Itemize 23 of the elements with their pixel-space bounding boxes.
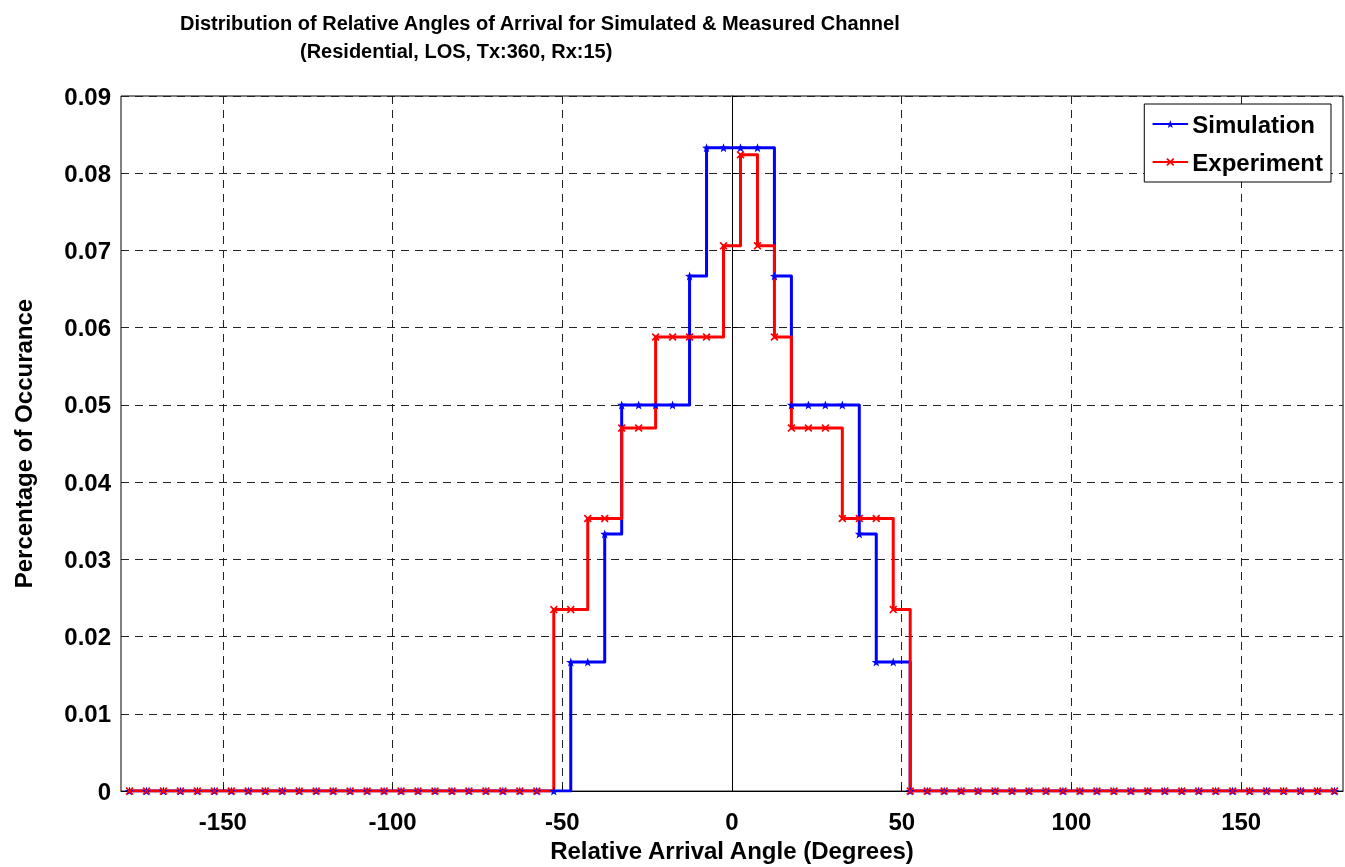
x-tick-label: 50 xyxy=(888,807,916,835)
x-tick-label: 0 xyxy=(725,807,739,835)
legend-label: Simulation xyxy=(1192,110,1315,138)
legend-label: Experiment xyxy=(1192,148,1324,176)
y-tick-label: 0.03 xyxy=(64,545,111,573)
y-tick-label: 0.04 xyxy=(64,468,112,496)
x-tick-label: -100 xyxy=(368,807,417,835)
x-tick-label: -150 xyxy=(198,807,247,835)
chart-subtitle: (Residential, LOS, Tx:360, Rx:15) xyxy=(300,40,613,62)
x-tick-label: 150 xyxy=(1221,807,1262,835)
y-tick-label: 0.07 xyxy=(64,236,111,264)
x-axis-title: Relative Arrival Angle (Degrees) xyxy=(550,836,914,864)
x-tick-label: -50 xyxy=(544,807,580,835)
chart-title: Distribution of Relative Angles of Arrival for Simulated & Measured Channel xyxy=(180,12,900,34)
y-tick-label: 0.08 xyxy=(64,159,111,187)
y-tick-label: 0.05 xyxy=(64,391,111,419)
y-tick-label: 0.09 xyxy=(64,82,111,110)
y-axis-title: Percentage of Occurance xyxy=(9,298,37,589)
y-tick-label: 0 xyxy=(97,777,111,805)
x-tick-label: 100 xyxy=(1051,807,1092,835)
y-tick-label: 0.01 xyxy=(64,700,111,728)
y-tick-label: 0.06 xyxy=(64,314,111,342)
y-tick-label: 0.02 xyxy=(64,623,111,651)
